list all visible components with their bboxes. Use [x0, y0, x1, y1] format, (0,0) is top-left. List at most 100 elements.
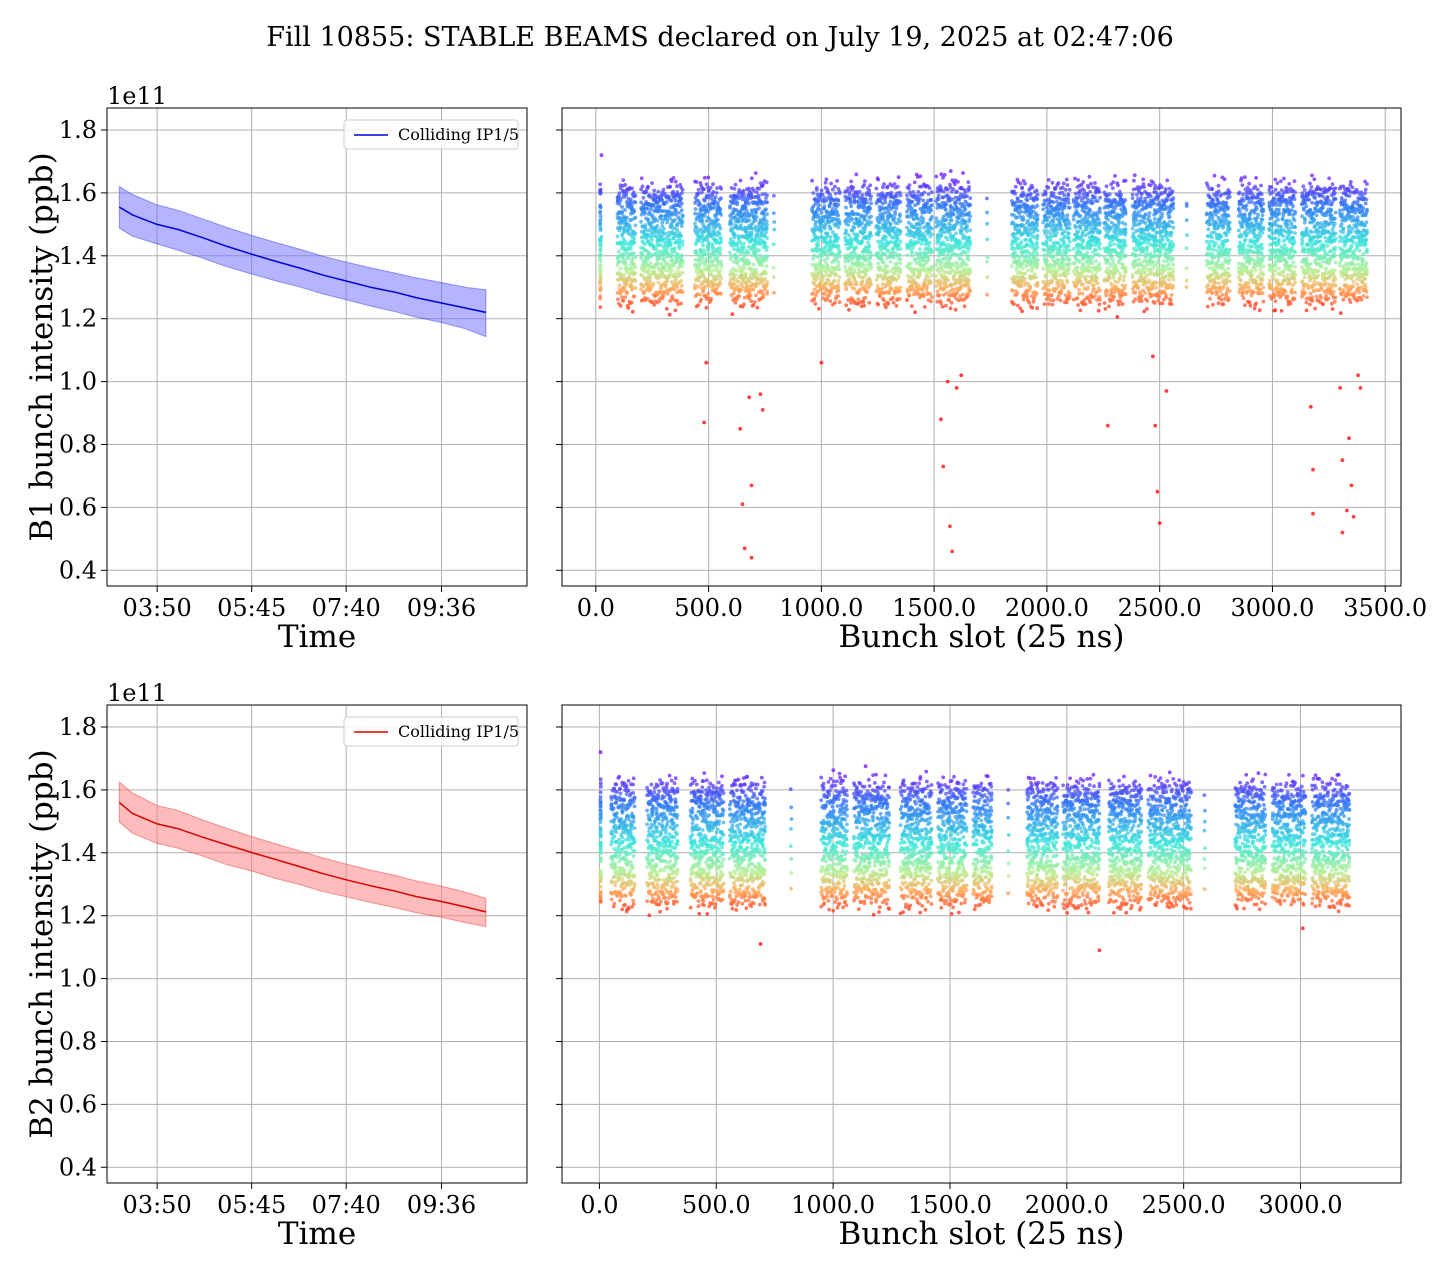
bunch-point	[658, 227, 662, 232]
bunch-point	[1055, 230, 1059, 235]
bunch-point	[697, 262, 702, 267]
bunch-point	[869, 282, 873, 287]
bunch-point	[671, 284, 676, 289]
bunch-point	[719, 292, 723, 296]
bunch-point	[1066, 197, 1071, 202]
bunch-point	[848, 201, 853, 205]
bunch-point	[673, 308, 678, 313]
bunch-point	[949, 218, 954, 223]
bunch-point	[869, 214, 873, 219]
bunch-point	[620, 288, 624, 293]
bunch-point	[711, 189, 716, 194]
bunch-point	[826, 278, 831, 283]
bunch-point	[837, 254, 842, 259]
bunch-point	[615, 234, 620, 239]
bunch-point	[669, 268, 674, 273]
bunch-point	[749, 299, 753, 303]
y-tick-label: 1.8	[59, 116, 97, 144]
bunch-point	[934, 284, 939, 288]
bunch-point	[747, 201, 751, 206]
bunch-point	[869, 220, 873, 225]
bunch-point	[828, 226, 833, 231]
bunch-point	[922, 190, 927, 195]
bunch-point	[820, 277, 825, 282]
bunch-point	[661, 293, 666, 298]
bunch-point	[907, 183, 912, 188]
bunch-point	[913, 209, 917, 214]
bunch-point	[671, 189, 675, 194]
bunch-point	[1073, 261, 1077, 265]
bunch-point	[1051, 200, 1056, 205]
uncertainty-band	[118, 185, 487, 338]
x-axis-label: Time	[278, 619, 356, 655]
bunch-point	[1047, 288, 1052, 292]
bunch-point	[640, 252, 645, 257]
bunch-point	[1012, 246, 1016, 251]
bunch-point	[693, 285, 697, 289]
bunch-point	[732, 291, 736, 296]
bunch-point	[706, 246, 711, 251]
bunch-point	[1115, 268, 1120, 273]
bunch-point	[909, 261, 913, 266]
bunch-point	[738, 288, 743, 293]
bunch-point	[812, 287, 817, 292]
bunch-point	[631, 251, 636, 256]
bunch-point	[1067, 187, 1072, 192]
bunch-point	[679, 208, 684, 213]
bunch-point	[1034, 275, 1038, 280]
bunch-point	[1076, 303, 1080, 307]
bunch-point	[961, 171, 965, 175]
bunch-point	[680, 214, 685, 219]
bunch-point	[874, 186, 879, 191]
bunch-point	[944, 303, 948, 308]
bunch-point	[1109, 264, 1113, 268]
bunch-point	[876, 233, 881, 237]
bunch-point	[707, 226, 712, 231]
bunch-point	[1110, 257, 1115, 262]
bunch-point	[898, 270, 903, 275]
bunch-point	[860, 280, 865, 285]
bunch-point	[641, 284, 646, 289]
bunch-point	[669, 280, 674, 284]
bunch-point	[1013, 184, 1018, 189]
bunch-point	[598, 286, 603, 291]
bunch-point	[673, 179, 678, 184]
bunch-point	[695, 252, 699, 257]
bunch-point	[660, 296, 665, 301]
bunch-point	[694, 180, 699, 184]
bunch-point	[679, 264, 684, 269]
bunch-point	[667, 238, 672, 242]
bunch-point	[747, 261, 752, 265]
bunch-point	[881, 214, 885, 219]
bunch-point	[829, 181, 833, 186]
bunch-point	[630, 186, 634, 191]
bunch-point	[967, 278, 971, 283]
bunch-point	[844, 230, 849, 235]
bunch-point	[671, 176, 676, 180]
bunch-point	[958, 241, 963, 246]
bunch-point	[747, 218, 752, 223]
bunch-point	[849, 241, 854, 246]
bunch-point	[918, 226, 922, 231]
bunch-point	[929, 208, 933, 213]
bunch-point	[729, 254, 734, 259]
bunch-point	[670, 257, 675, 262]
bunch-point	[922, 305, 927, 309]
bunch-point	[898, 229, 903, 234]
bunch-point	[812, 296, 816, 301]
bunch-point	[706, 185, 710, 190]
bunch-point	[955, 189, 959, 194]
bunch-point	[633, 271, 638, 276]
bunch-point	[662, 264, 667, 268]
bunch-point	[1073, 225, 1078, 230]
bunch-point	[936, 197, 941, 202]
bunch-point	[598, 241, 603, 246]
bunch-point	[867, 244, 872, 248]
bunch-point	[946, 278, 951, 282]
bunch-point	[615, 291, 620, 295]
bunch-point	[716, 217, 720, 222]
bunch-point	[1093, 195, 1097, 200]
bunch-point	[885, 264, 890, 269]
bunch-point	[968, 196, 973, 201]
bunch-point	[968, 268, 973, 273]
